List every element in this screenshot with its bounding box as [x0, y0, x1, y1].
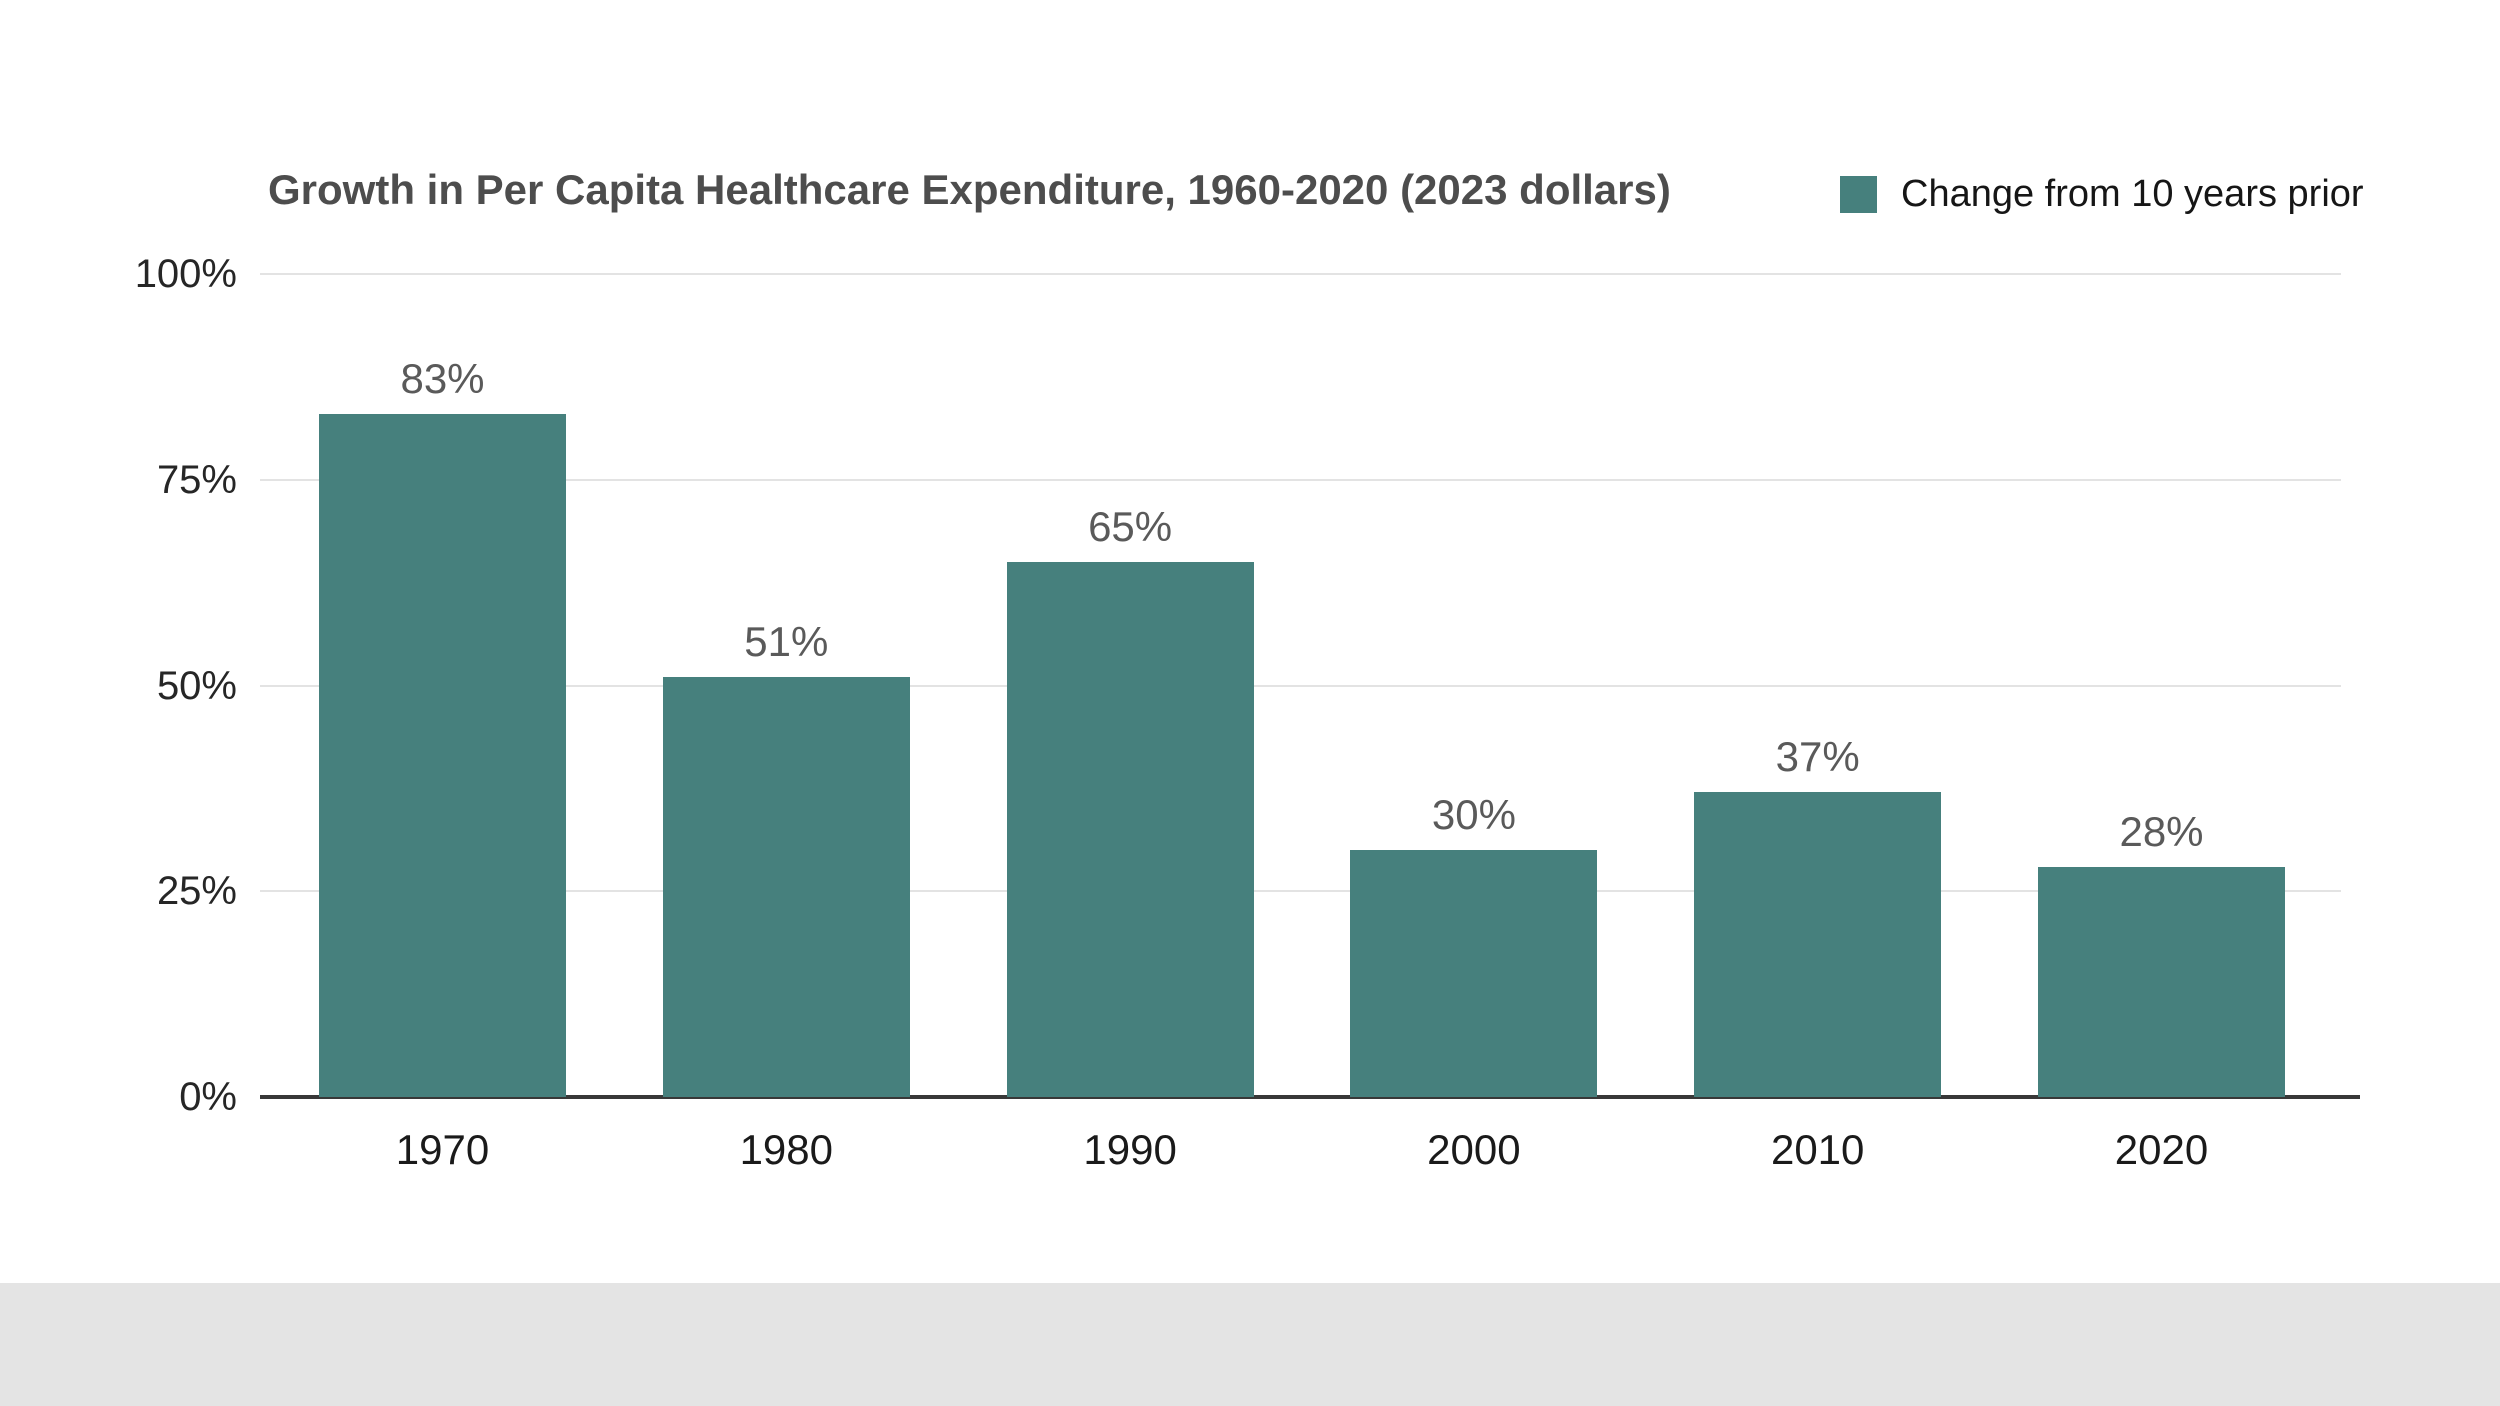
bar-2020	[2038, 866, 2285, 1097]
legend: Change from 10 years prior	[1840, 172, 2364, 216]
gridline-25%	[260, 890, 2341, 893]
bar-1990	[1006, 562, 1254, 1097]
y-axis-tick-label: 25%	[156, 869, 237, 914]
y-axis-tick-label: 0%	[179, 1075, 237, 1119]
bar-value-label-1970: 83%	[400, 354, 485, 402]
gridline-100%	[260, 273, 2341, 275]
x-axis-tick-label-2020: 2020	[2114, 1126, 2209, 1173]
x-axis-tick-label-2010: 2010	[1770, 1126, 1865, 1173]
bar-value-label-2000: 30%	[1431, 791, 1516, 839]
bar-2000	[1350, 850, 1598, 1097]
footer-bar: Source: CMS Joel Selanikio, MD	[0, 1283, 2500, 1406]
bar-1980	[662, 677, 910, 1097]
y-axis-tick-label: 100%	[134, 252, 237, 296]
bar-value-label-1990: 65%	[1088, 503, 1173, 551]
y-axis-tick-label: 75%	[156, 457, 237, 502]
bar-2010	[1694, 792, 1942, 1097]
x-axis-tick-label-1970: 1970	[395, 1126, 490, 1173]
legend-label: Change from 10 years prior	[1901, 172, 2364, 215]
bar-value-label-2020: 28%	[2119, 807, 2204, 855]
gridline-75%	[260, 478, 2341, 481]
bar-value-label-2010: 37%	[1775, 733, 1860, 781]
chart-title: Growth in Per Capita Healthcare Expendit…	[268, 166, 1671, 213]
bar-1970	[319, 413, 566, 1097]
legend-swatch-icon	[1840, 175, 1877, 213]
x-axis-tick-label-1980: 1980	[739, 1126, 834, 1173]
x-axis-line	[260, 1095, 2360, 1099]
gridline-50%	[260, 684, 2341, 687]
y-axis-tick-label: 50%	[156, 663, 237, 708]
x-axis-tick-label-1990: 1990	[1083, 1126, 1177, 1173]
bar-value-label-1980: 51%	[744, 618, 829, 666]
x-axis-tick-label-2000: 2000	[1427, 1126, 1521, 1173]
